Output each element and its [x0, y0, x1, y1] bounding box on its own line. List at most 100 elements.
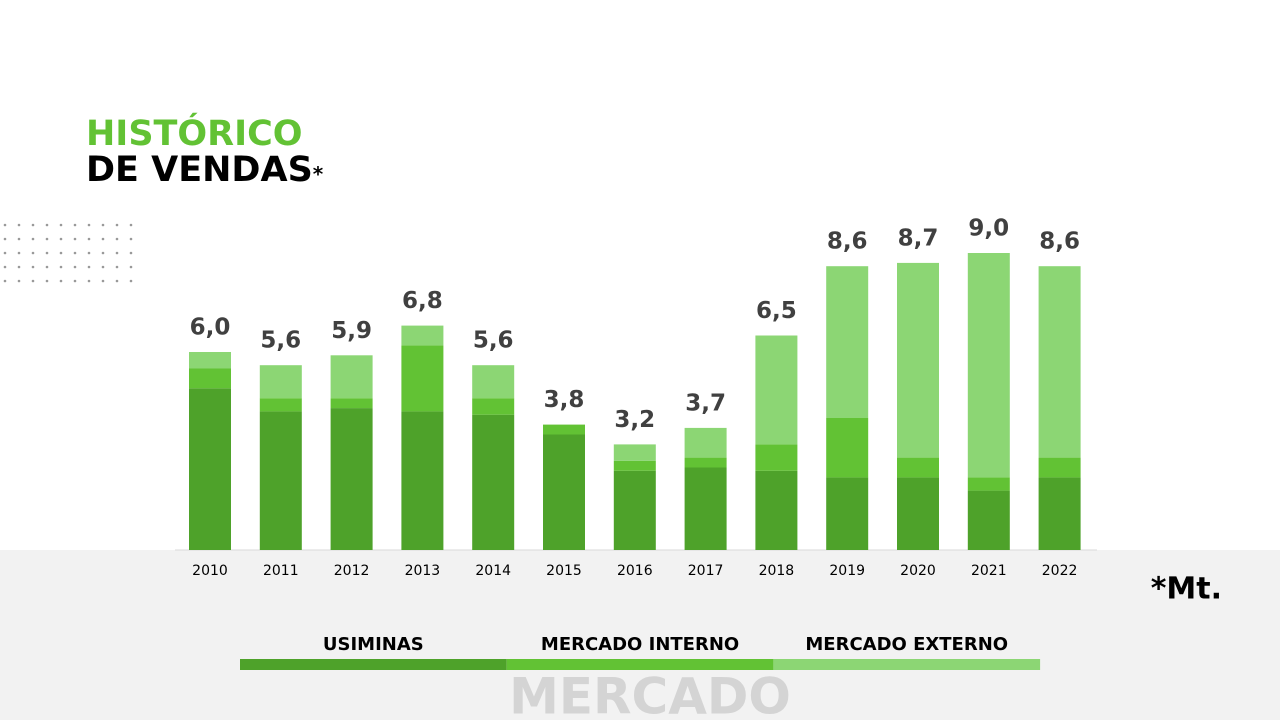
x-tick-label: 2020	[900, 563, 936, 579]
total-label: 3,8	[544, 387, 585, 413]
total-label: 6,5	[756, 298, 797, 324]
bar-segment	[897, 457, 939, 478]
total-label: 3,2	[614, 407, 655, 433]
decor-dot	[3, 223, 7, 227]
total-label: 9,0	[968, 216, 1009, 242]
bar-segment	[472, 414, 515, 550]
x-tick-label: 2012	[334, 563, 370, 579]
bar-segment	[401, 325, 444, 346]
legend-label: MERCADO INTERNO	[541, 634, 739, 655]
bar-segment	[472, 365, 515, 399]
decor-dot	[31, 251, 35, 255]
decor-dot	[59, 265, 63, 269]
decor-dot	[31, 265, 35, 269]
decor-dot	[31, 223, 35, 227]
bar-segment	[613, 444, 656, 461]
total-label: 8,6	[827, 229, 868, 255]
decor-dot	[3, 265, 7, 269]
x-tick-label: 2022	[1042, 563, 1078, 579]
bar-segment	[755, 470, 798, 550]
decor-dot	[3, 279, 7, 283]
total-label: 8,7	[898, 225, 939, 251]
decor-dot	[45, 265, 49, 269]
decor-dot	[17, 265, 21, 269]
legend-label: MERCADO EXTERNO	[805, 634, 1008, 655]
bar-segment	[755, 444, 798, 471]
decor-dot	[3, 251, 7, 255]
bar-segment	[967, 477, 1010, 491]
title-note: *	[313, 162, 324, 186]
decor-dot	[129, 223, 133, 227]
bar-segment	[613, 470, 656, 550]
legend-swatch	[773, 659, 1041, 670]
decor-dot	[115, 223, 119, 227]
total-label: 5,6	[260, 328, 301, 354]
x-tick-label: 2019	[829, 563, 865, 579]
decor-dot	[101, 223, 105, 227]
decor-dot	[87, 223, 91, 227]
x-tick-label: 2010	[192, 563, 228, 579]
footer-band	[0, 550, 1280, 720]
decor-dot	[73, 279, 77, 283]
bar-segment	[684, 457, 727, 468]
x-tick-label: 2018	[759, 563, 795, 579]
bar-segment	[1038, 266, 1081, 458]
unit-label: *Mt.	[1151, 572, 1222, 607]
decor-dot	[129, 265, 133, 269]
total-label: 6,0	[190, 315, 231, 341]
bar-segment	[613, 460, 656, 471]
bar-segment	[543, 434, 585, 550]
bar-segment	[189, 368, 231, 389]
decor-dot	[17, 279, 21, 283]
x-tick-label: 2014	[475, 563, 511, 579]
decor-dot	[59, 279, 63, 283]
decor-dot	[45, 251, 49, 255]
decor-dot	[73, 265, 77, 269]
total-label: 5,9	[331, 318, 372, 344]
bar-segment	[330, 398, 373, 409]
total-label: 8,6	[1039, 229, 1080, 255]
decor-dot	[101, 251, 105, 255]
decor-dot	[17, 223, 21, 227]
total-label: 6,8	[402, 288, 443, 314]
decor-dot	[59, 237, 63, 241]
bar-segment	[967, 490, 1010, 550]
bar-segment	[330, 355, 373, 399]
decor-dot	[59, 251, 63, 255]
total-label: 5,6	[473, 328, 514, 354]
decor-dot	[45, 223, 49, 227]
decor-dot	[73, 237, 77, 241]
bar-segment	[543, 424, 585, 435]
decor-dot	[129, 237, 133, 241]
bar-segment	[189, 352, 231, 369]
x-tick-label: 2013	[405, 563, 441, 579]
bar-segment	[826, 477, 869, 550]
decor-dot	[3, 237, 7, 241]
watermark: MERCADO	[509, 668, 791, 720]
bar-segment	[472, 398, 515, 415]
decor-dot	[87, 265, 91, 269]
decor-dot	[87, 251, 91, 255]
x-tick-label: 2021	[971, 563, 1007, 579]
bar-segment	[259, 398, 302, 412]
decor-dot	[17, 251, 21, 255]
decor-dot	[115, 279, 119, 283]
bar-segment	[1038, 477, 1081, 550]
total-label: 3,7	[685, 390, 726, 416]
decor-dot	[87, 279, 91, 283]
bar-segment	[826, 266, 869, 418]
bar-segment	[897, 477, 939, 550]
x-tick-label: 2011	[263, 563, 299, 579]
decor-dot	[45, 237, 49, 241]
decor-dot	[101, 279, 105, 283]
bar-segment	[330, 408, 373, 550]
bar-segment	[189, 388, 231, 550]
x-tick-label: 2016	[617, 563, 653, 579]
decor-dot	[101, 237, 105, 241]
decor-dot	[115, 265, 119, 269]
decor-dot	[59, 223, 63, 227]
bar-segment	[401, 411, 444, 550]
bar-segment	[967, 253, 1010, 478]
